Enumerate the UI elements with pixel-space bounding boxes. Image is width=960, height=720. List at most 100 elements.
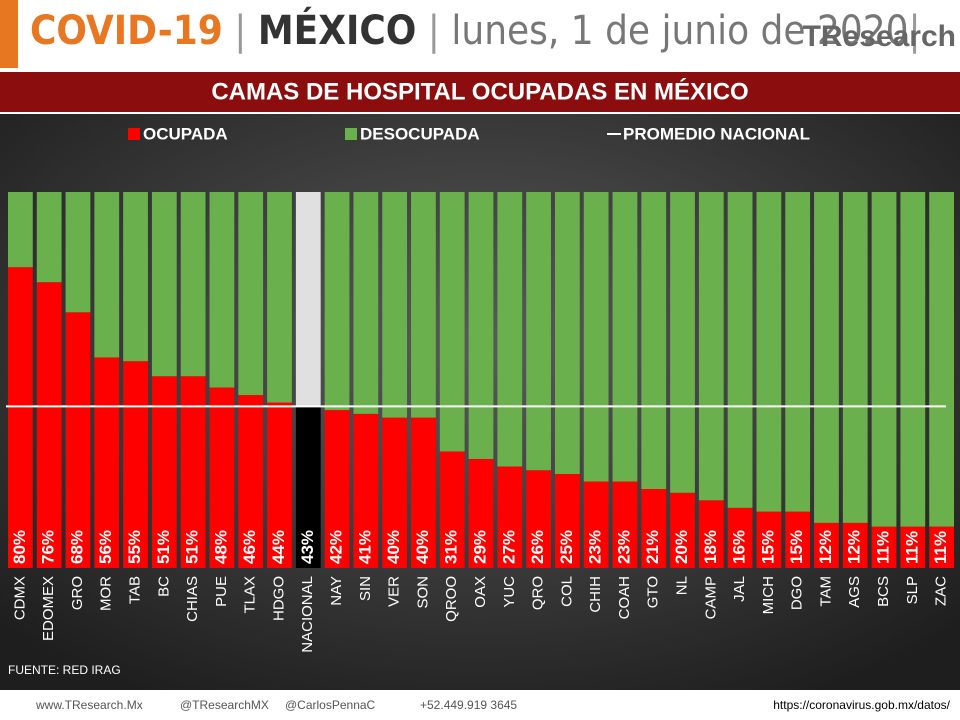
bar-segment xyxy=(324,192,350,411)
bar-segment xyxy=(238,395,264,568)
x-tick-label: AGS xyxy=(846,576,863,608)
x-tick-label: PUE xyxy=(213,576,230,607)
value-label: 68% xyxy=(67,530,86,564)
title-bar xyxy=(0,72,960,112)
bar-segment xyxy=(468,458,494,568)
x-tick-label: EDOMEX xyxy=(40,576,57,641)
bar-segment xyxy=(8,267,33,568)
x-tick-label: SON xyxy=(414,576,431,609)
footer: www.TResearch.Mx @TResearchMX @CarlosPen… xyxy=(0,690,960,720)
x-tick-label: COAH xyxy=(616,576,633,619)
header-left: COVID-19 xyxy=(30,8,223,54)
bar-segment xyxy=(785,192,811,512)
bar-segment xyxy=(267,402,292,568)
bar-segment xyxy=(641,489,667,568)
bar-segment xyxy=(439,192,465,452)
x-tick-label: CHIH xyxy=(587,576,604,613)
x-tick-label: BCS xyxy=(875,576,892,607)
bar-segment xyxy=(842,522,868,568)
value-label: 15% xyxy=(787,530,806,564)
bar-segment xyxy=(209,387,235,568)
x-tick-label: QRO xyxy=(530,576,547,610)
bar-segment xyxy=(295,406,321,568)
x-tick-label: BC xyxy=(155,576,172,597)
x-tick-label: QROO xyxy=(443,576,460,622)
bar-segment xyxy=(583,192,609,482)
value-label: 41% xyxy=(355,530,374,564)
bar-segment xyxy=(727,192,753,508)
header-date: lunes, 1 de junio de 2020 xyxy=(451,8,909,54)
legend-label: DESOCUPADA xyxy=(360,124,480,143)
x-tick-label: COL xyxy=(558,576,575,607)
x-tick-label: NAY xyxy=(328,576,345,606)
footer-phone: +52.449.919 3645 xyxy=(420,698,518,712)
source: FUENTE: RED IRAG xyxy=(8,663,121,677)
bar-segment xyxy=(756,192,782,512)
value-label: 51% xyxy=(154,530,173,564)
x-tick-label: YUC xyxy=(501,576,518,608)
footer-url: https://coronavirus.gob.mx/datos/ xyxy=(773,698,950,712)
bar-segment xyxy=(814,192,839,523)
value-label: 48% xyxy=(211,530,230,564)
bar-segment xyxy=(698,192,724,501)
bar-segment xyxy=(123,361,148,568)
value-label: 40% xyxy=(413,530,432,564)
value-label: 16% xyxy=(730,530,749,564)
x-tick-label: DGO xyxy=(789,576,806,610)
bar-segment xyxy=(65,312,91,568)
chart-title: CAMAS DE HOSPITAL OCUPADAS EN MÉXICO xyxy=(211,77,748,105)
bar-segment xyxy=(209,192,235,388)
x-tick-label: SIN xyxy=(357,576,374,601)
value-label: 46% xyxy=(240,530,259,564)
bar-segment xyxy=(382,417,408,568)
bar-segment xyxy=(526,470,551,568)
x-tick-label: ZAC xyxy=(933,576,950,606)
x-tick-label: HDGO xyxy=(270,576,287,621)
bar-segment xyxy=(785,511,811,568)
bar-segment xyxy=(612,192,638,482)
bar-segment xyxy=(554,474,580,568)
bar-segment xyxy=(238,192,264,396)
value-label: 43% xyxy=(298,530,317,564)
header-title: COVID-19 | MÉXICO | lunes, 1 de junio de… xyxy=(30,8,921,54)
x-tick-label: MOR xyxy=(98,576,115,611)
bar-segment xyxy=(8,192,33,268)
bar-segment xyxy=(295,192,321,407)
bar-segment xyxy=(439,451,465,568)
bar-segment xyxy=(641,192,667,490)
bar-segment xyxy=(382,192,408,418)
legend-swatch xyxy=(345,128,357,140)
bar-segment xyxy=(526,192,551,471)
value-label: 76% xyxy=(39,530,58,564)
bar-segment xyxy=(180,376,206,568)
footer-web: www.TResearch.Mx xyxy=(36,698,143,712)
x-tick-label: VER xyxy=(386,576,403,607)
value-label: 27% xyxy=(499,530,518,564)
bar-segment xyxy=(267,192,292,403)
value-label: 51% xyxy=(183,530,202,564)
value-label: 80% xyxy=(10,530,29,564)
bar-segment xyxy=(468,192,494,459)
value-label: 42% xyxy=(327,530,346,564)
logo: TResearch xyxy=(803,20,956,54)
bar-segment xyxy=(36,192,62,283)
bar-segment xyxy=(94,357,120,568)
legend-label: OCUPADA xyxy=(143,124,228,143)
bar-segment xyxy=(670,192,695,493)
value-label: 20% xyxy=(672,530,691,564)
x-tick-label: TAB xyxy=(127,576,144,604)
bar-segment xyxy=(929,526,954,568)
logo-text: TResearch xyxy=(802,20,956,53)
bar-segment xyxy=(727,507,753,568)
bar-segment xyxy=(151,192,177,377)
x-tick-label: CDMX xyxy=(11,576,28,620)
value-label: 12% xyxy=(816,530,835,564)
bar-segment xyxy=(497,192,523,467)
bar-segment xyxy=(36,282,62,568)
x-tick-label: OAX xyxy=(472,576,489,608)
bar-segment xyxy=(94,192,120,358)
legend-label: PROMEDIO NACIONAL xyxy=(623,124,810,143)
bar-segment xyxy=(612,481,638,568)
x-tick-label: GRO xyxy=(69,576,86,610)
